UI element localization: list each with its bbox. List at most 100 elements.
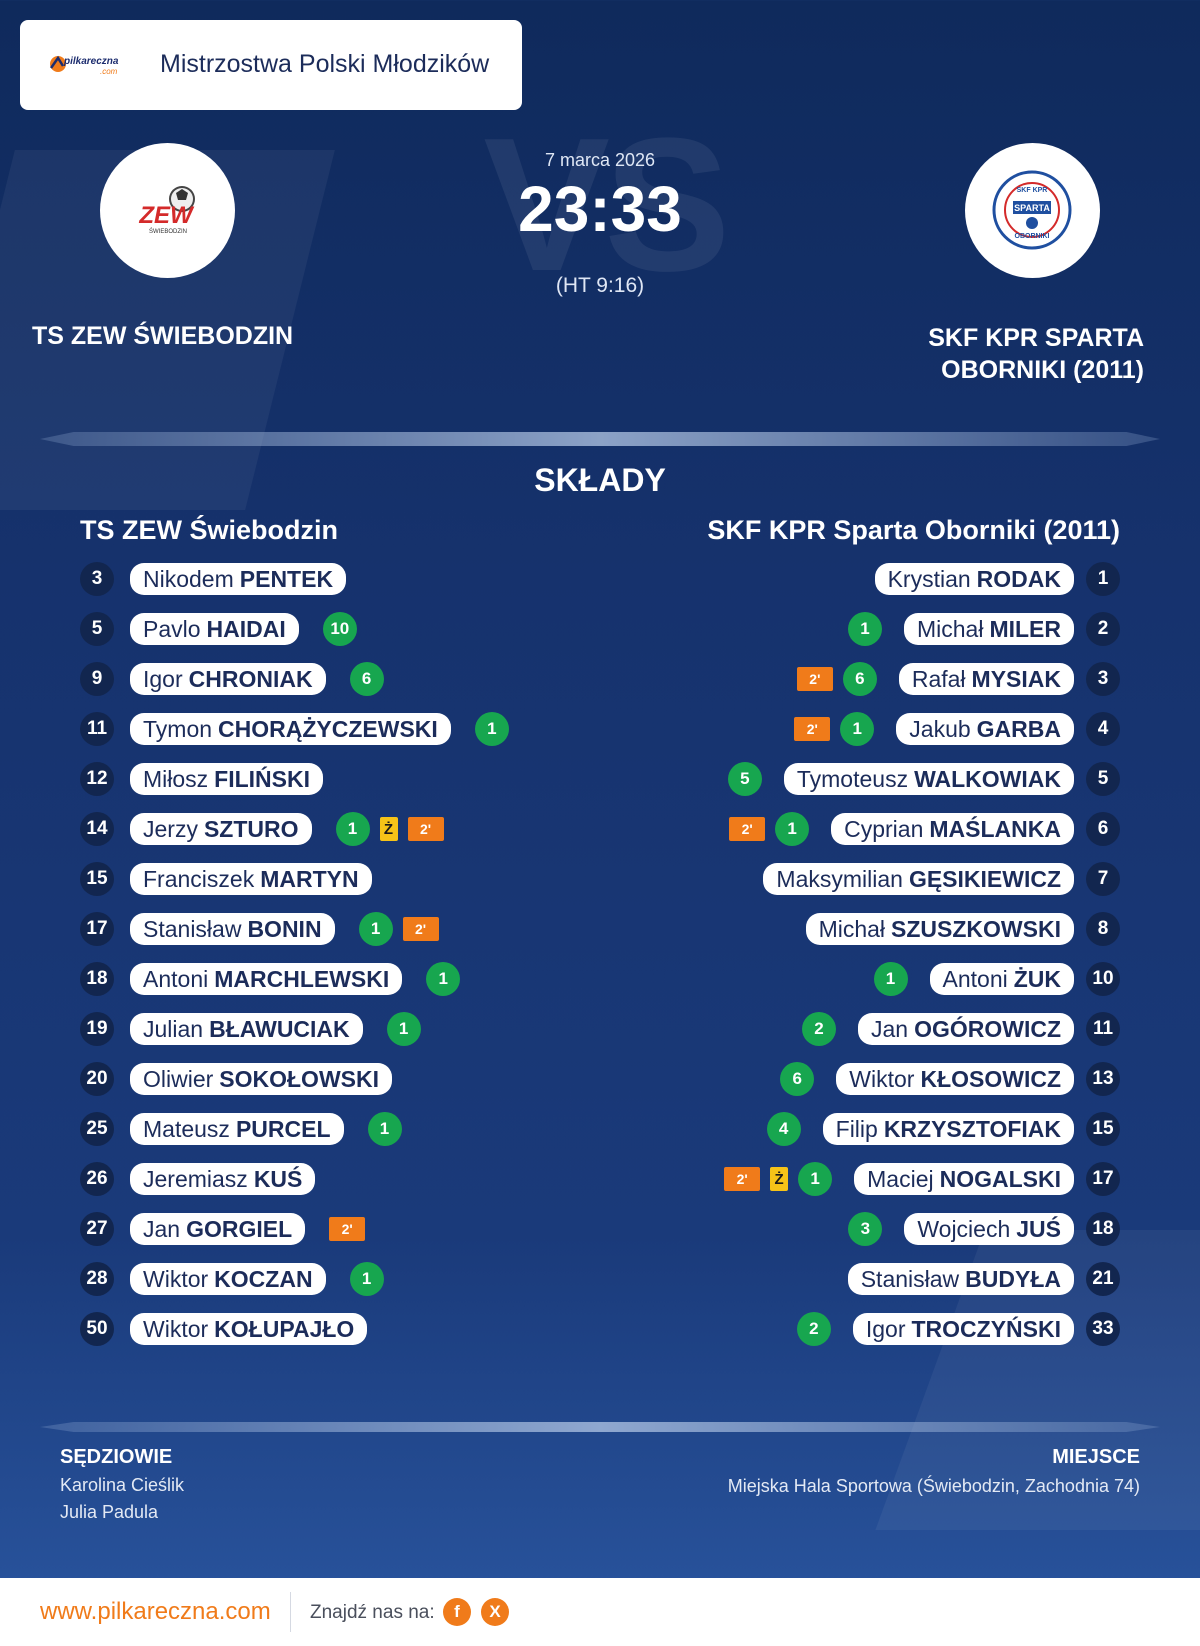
player-name[interactable]: Tymoteusz WALKOWIAK [783, 763, 1074, 795]
player-first-name: Wiktor [143, 1315, 209, 1342]
player-last-name: KOCZAN [214, 1265, 313, 1292]
player-name[interactable]: Mateusz PURCEL [130, 1113, 344, 1145]
player-last-name: FILIŃSKI [214, 765, 311, 792]
player-row: 20 Oliwier SOKOŁOWSKI [80, 1062, 393, 1096]
player-name[interactable]: Antoni MARCHLEWSKI [130, 963, 403, 995]
player-name[interactable]: Rafał MYSIAK [898, 663, 1074, 695]
player-first-name: Jan [143, 1215, 181, 1242]
player-last-name: BONIN [247, 915, 322, 942]
goals-badge: 1 [873, 962, 908, 996]
player-row: 12 Miłosz FILIŃSKI [80, 762, 324, 796]
player-first-name: Antoni [143, 965, 209, 992]
player-name[interactable]: Michał MILER [903, 613, 1074, 645]
brand-tld: .com [100, 67, 118, 76]
player-last-name: PURCEL [235, 1115, 331, 1142]
away-team-logo: SKF KPR SPARTA OBORNIKI [965, 143, 1100, 278]
player-name[interactable]: Franciszek MARTYN [130, 863, 372, 895]
player-row: 1 Krystian RODAK [874, 562, 1120, 596]
player-name[interactable]: Wiktor KŁOSOWICZ [836, 1063, 1074, 1095]
goals-badge: 1 [847, 612, 882, 646]
official-name: Julia Padula [60, 1502, 159, 1522]
player-name[interactable]: Pavlo HAIDAI [130, 613, 299, 645]
player-name[interactable]: Stanisław BUDYŁA [847, 1263, 1074, 1295]
player-number: 50 [80, 1312, 114, 1346]
goals-badge: 1 [349, 1262, 384, 1296]
player-name[interactable]: Miłosz FILIŃSKI [130, 763, 324, 795]
vs-watermark: VS [483, 99, 730, 311]
player-number: 21 [1086, 1262, 1120, 1296]
divider [40, 1422, 1160, 1432]
player-row: 13 Wiktor KŁOSOWICZ 6 [780, 1062, 1120, 1096]
zew-crest-icon: ZEW ŚWIEBODZIN [138, 186, 195, 235]
player-row: 27 Jan GORGIEL 2' [80, 1212, 366, 1246]
player-name[interactable]: Igor CHRONIAK [130, 663, 326, 695]
player-last-name: ŻUK [1013, 965, 1061, 992]
svg-text:ŚWIEBODZIN: ŚWIEBODZIN [149, 227, 187, 235]
x-icon[interactable]: X [481, 1598, 509, 1626]
brand-name: pilkareczna [64, 56, 119, 67]
player-stats: 6 [780, 1062, 815, 1096]
footer: www.pilkareczna.com Znajdź nas na: f X [0, 1578, 1200, 1646]
player-last-name: KRZYSZTOFIAK [883, 1115, 1061, 1142]
player-row: 3 Rafał MYSIAK 2' 6 [796, 662, 1120, 696]
player-name[interactable]: Antoni ŻUK [929, 963, 1074, 995]
player-last-name: GĘSIKIEWICZ [908, 865, 1061, 892]
player-stats: 1 2' [358, 912, 439, 946]
player-first-name: Julian [143, 1015, 204, 1042]
player-name[interactable]: Jerzy SZTURO [130, 813, 312, 845]
yellow-card-badge: Ż [770, 1167, 789, 1191]
player-name[interactable]: Michał SZUSZKOWSKI [805, 913, 1074, 945]
player-name[interactable]: Jakub GARBA [896, 713, 1074, 745]
player-row: 6 Cyprian MAŚLANKA 2' 1 [729, 812, 1120, 846]
player-name[interactable]: Jan GORGIEL [130, 1213, 306, 1245]
player-first-name: Jan [870, 1015, 909, 1042]
player-name[interactable]: Oliwier SOKOŁOWSKI [130, 1063, 393, 1095]
player-name[interactable]: Jan OGÓROWICZ [857, 1013, 1074, 1045]
player-name[interactable]: Cyprian MAŚLANKA [831, 813, 1074, 845]
official-name: Karolina Cieślik [60, 1475, 185, 1495]
player-name[interactable]: Wiktor KOŁUPAJŁO [130, 1313, 368, 1345]
player-row: 10 Antoni ŻUK 1 [873, 962, 1120, 996]
player-name[interactable]: Jeremiasz KUŚ [130, 1163, 316, 1195]
player-number: 18 [1086, 1212, 1120, 1246]
player-stats: 2 [796, 1312, 831, 1346]
player-name[interactable]: Wojciech JUŚ [904, 1213, 1074, 1245]
svg-text:OBORNIKI: OBORNIKI [1015, 233, 1050, 240]
player-number: 17 [80, 912, 114, 946]
player-last-name: GORGIEL [186, 1215, 293, 1242]
player-first-name: Stanisław [860, 1265, 960, 1292]
player-name[interactable]: Maksymilian GĘSIKIEWICZ [763, 863, 1074, 895]
player-last-name: WALKOWIAK [914, 765, 1061, 792]
player-first-name: Igor [865, 1315, 906, 1342]
away-lineup-title: SKF KPR Sparta Oborniki (2011) [707, 515, 1120, 545]
footer-separator [290, 1592, 291, 1632]
sparta-crest-icon: SKF KPR SPARTA OBORNIKI [992, 170, 1072, 250]
player-stats: 2' 1 [729, 812, 810, 846]
player-name[interactable]: Nikodem PENTEK [130, 563, 347, 595]
player-row: 11 Jan OGÓROWICZ 2 [801, 1012, 1120, 1046]
player-last-name: HAIDAI [206, 615, 286, 642]
player-name[interactable]: Filip KRZYSZTOFIAK [822, 1113, 1074, 1145]
match-date: 7 marca 2026 [544, 150, 656, 170]
player-name[interactable]: Stanisław BONIN [130, 913, 335, 945]
player-name[interactable]: Tymon CHORĄŻYCZEWSKI [130, 713, 451, 745]
player-last-name: BUDYŁA [965, 1265, 1061, 1292]
player-name[interactable]: Wiktor KOCZAN [130, 1263, 326, 1295]
yellow-card-badge: Ż [379, 817, 398, 841]
goals-badge: 1 [798, 1162, 833, 1196]
goals-badge: 2 [796, 1312, 831, 1346]
website-link[interactable]: www.pilkareczna.com [40, 1598, 271, 1625]
goals-badge: 1 [367, 1112, 402, 1146]
player-row: 33 Igor TROCZYŃSKI 2 [796, 1312, 1120, 1346]
player-row: 28 Wiktor KOCZAN 1 [80, 1262, 384, 1296]
player-name[interactable]: Maciej NOGALSKI [854, 1163, 1074, 1195]
player-name[interactable]: Igor TROCZYŃSKI [852, 1313, 1074, 1345]
pilkareczna-logo[interactable]: pilkareczna .com [48, 52, 142, 80]
player-stats: 1 [474, 712, 509, 746]
player-name[interactable]: Krystian RODAK [874, 563, 1074, 595]
facebook-icon[interactable]: f [443, 1598, 471, 1626]
player-number: 15 [1086, 1112, 1120, 1146]
player-first-name: Stanisław [143, 915, 242, 942]
svg-text:SKF KPR: SKF KPR [1017, 187, 1048, 194]
player-name[interactable]: Julian BŁAWUCIAK [130, 1013, 363, 1045]
